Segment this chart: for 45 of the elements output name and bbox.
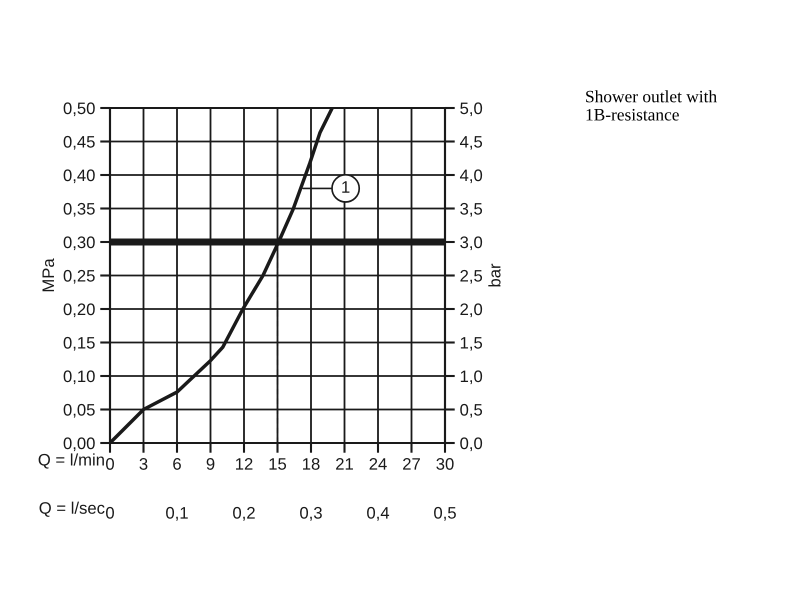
x-tick-label: 18 (303, 458, 320, 470)
y-tick-label: 0,50 (64, 102, 95, 116)
y-tick-label: 0,25 (64, 270, 95, 284)
x-axis-title: Q = l/min (38, 453, 104, 469)
x2-tick-label: 0 (106, 506, 114, 519)
y-axis-title: MPa (42, 258, 54, 292)
x-tick-label: 6 (173, 458, 181, 470)
x-tick-label: 21 (336, 458, 353, 470)
y2-tick-label: 2,5 (460, 270, 482, 284)
y-tick-label: 0,15 (64, 336, 95, 351)
y2-tick-label: 3,0 (460, 236, 482, 250)
y-tick-label: 0,10 (64, 370, 95, 384)
x2-tick-label: 0,1 (166, 506, 188, 521)
x-tick-label: 27 (403, 458, 420, 470)
x2-tick-label: 0,4 (367, 506, 390, 521)
y-tick-label: 0,35 (64, 202, 95, 217)
y2-axis-title: bar (488, 264, 501, 286)
y2-tick-label: 0,5 (460, 404, 482, 418)
y2-tick-label: 4,5 (460, 136, 482, 150)
x-tick-label: 30 (436, 458, 454, 470)
annotation: 1 (342, 181, 350, 193)
y2-tick-label: 4,0 (460, 169, 482, 184)
y2-tick-label: 1,5 (460, 337, 482, 351)
y-tick-label: 0,00 (64, 437, 95, 452)
y2-tick-label: 1,0 (460, 370, 482, 384)
text: Shower outlet with 1B-resistance (586, 90, 717, 121)
y2-tick-label: 5,0 (460, 102, 482, 116)
y2-tick-label: 2,0 (460, 303, 482, 318)
x2-tick-label: 0,2 (233, 506, 255, 521)
x-tick-label: 15 (270, 458, 286, 470)
y-tick-label: 0,20 (64, 303, 95, 318)
y2-tick-label: 0,0 (460, 437, 482, 452)
y2-tick-label: 3,5 (460, 202, 482, 217)
y-tick-label: 0,40 (64, 169, 95, 184)
x2-axis-title: Q = l/sec (40, 502, 105, 517)
x-tick-label: 12 (236, 458, 252, 470)
x-tick-label: 24 (370, 458, 387, 470)
y-tick-label: 0,05 (64, 404, 95, 418)
x-tick-label: 0 (106, 458, 114, 470)
y-tick-label: 0,30 (64, 236, 95, 250)
x2-tick-label: 0,5 (434, 506, 456, 521)
y-tick-label: 0,45 (64, 136, 95, 150)
x-tick-label: 9 (206, 458, 214, 470)
x2-tick-label: 0,3 (300, 506, 322, 521)
x-tick-label: 3 (140, 458, 148, 470)
